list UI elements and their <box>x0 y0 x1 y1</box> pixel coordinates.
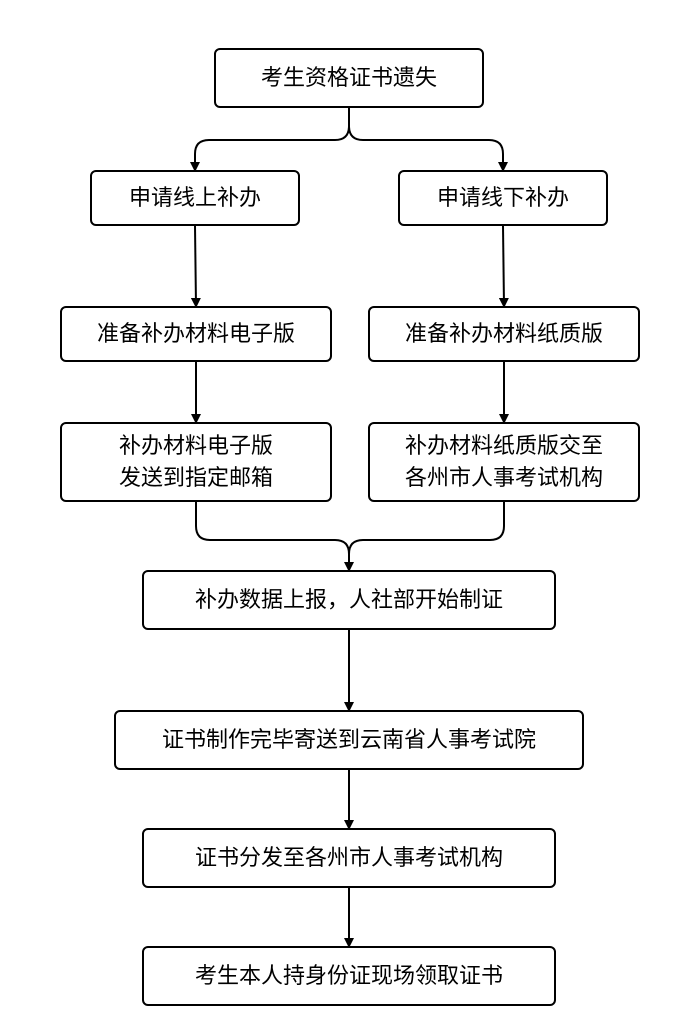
flow-node-nR1: 申请线下补办 <box>398 170 608 226</box>
flow-node-label: 考生本人持身份证现场领取证书 <box>195 960 503 992</box>
flow-node-nR2: 准备补办材料纸质版 <box>368 306 640 362</box>
flow-node-nL3: 补办材料电子版 发送到指定邮箱 <box>60 422 332 502</box>
flow-node-n6: 证书分发至各州市人事考试机构 <box>142 828 556 888</box>
flow-node-nR3: 补办材料纸质版交至 各州市人事考试机构 <box>368 422 640 502</box>
flow-node-label: 补办数据上报，人社部开始制证 <box>195 584 503 616</box>
flow-node-label: 准备补办材料纸质版 <box>405 318 603 350</box>
flow-node-label: 证书制作完毕寄送到云南省人事考试院 <box>162 724 536 756</box>
flow-node-nL2: 准备补办材料电子版 <box>60 306 332 362</box>
flow-node-label: 补办材料纸质版交至 各州市人事考试机构 <box>405 430 603 494</box>
flow-node-n0: 考生资格证书遗失 <box>214 48 484 108</box>
flow-node-label: 考生资格证书遗失 <box>261 62 437 94</box>
flow-node-n7: 考生本人持身份证现场领取证书 <box>142 946 556 1006</box>
flowchart-canvas: 考生资格证书遗失申请线上补办 申请线下补办准备补办材料电子版 准备补办材料纸质版补办… <box>0 0 698 1024</box>
flow-node-n4: 补办数据上报，人社部开始制证 <box>142 570 556 630</box>
flow-node-label: 申请线下补办 <box>437 182 569 214</box>
flow-node-label: 申请线上补办 <box>129 182 261 214</box>
flow-node-label: 证书分发至各州市人事考试机构 <box>195 842 503 874</box>
flow-node-nL1: 申请线上补办 <box>90 170 300 226</box>
flow-node-label: 补办材料电子版 发送到指定邮箱 <box>119 430 273 494</box>
flow-node-n5: 证书制作完毕寄送到云南省人事考试院 <box>114 710 584 770</box>
flow-node-label: 准备补办材料电子版 <box>97 318 295 350</box>
